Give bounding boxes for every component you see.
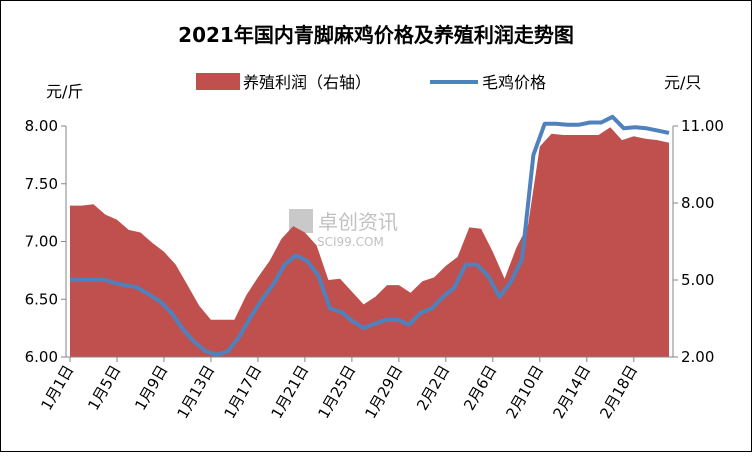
watermark-subtext: SCI99.COM (317, 235, 384, 249)
right-tick-label: 2.00 (681, 348, 714, 366)
chart-title: 2021年国内青脚麻鸡价格及养殖利润走势图 (178, 23, 574, 47)
left-tick-label: 6.50 (25, 290, 58, 308)
plot-area (70, 114, 670, 357)
right-tick-label: 5.00 (681, 271, 714, 289)
legend: 养殖利润（右轴） 毛鸡价格 (196, 73, 546, 92)
right-axis-unit: 元/只 (664, 73, 701, 92)
watermark: 卓创资讯 SCI99.COM (289, 209, 398, 249)
watermark-text: 卓创资讯 (318, 210, 398, 234)
series-area-profit (70, 127, 669, 357)
legend-label-profit: 养殖利润（右轴） (243, 73, 371, 92)
left-tick-label: 6.00 (25, 348, 58, 366)
left-tick-label: 8.00 (25, 117, 58, 135)
right-tick-label: 8.00 (681, 194, 714, 212)
left-tick-label: 7.00 (25, 233, 58, 251)
right-tick-label: 11.00 (681, 117, 724, 135)
series-line-price (70, 114, 670, 357)
legend-label-price: 毛鸡价格 (482, 73, 546, 92)
left-axis-unit: 元/斤 (46, 82, 83, 101)
legend-swatch-profit (196, 73, 240, 90)
left-tick-label: 7.50 (25, 175, 58, 193)
